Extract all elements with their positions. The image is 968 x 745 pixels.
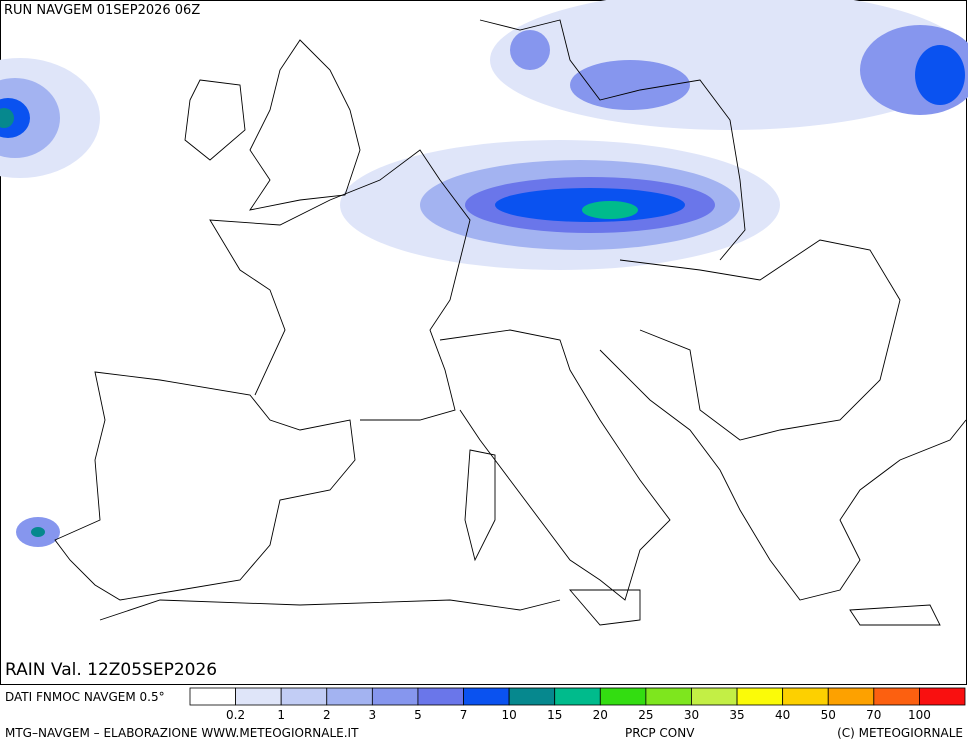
scale-box bbox=[189, 687, 236, 706]
scale-box bbox=[827, 687, 875, 706]
scale-box bbox=[463, 687, 510, 706]
scale-label: 70 bbox=[866, 708, 881, 722]
scale-box bbox=[554, 687, 601, 706]
color-scale: 0.2 1 2 3 5 7 10 15 20 25 30 35 40 50 70 100 bbox=[189, 687, 966, 722]
scale-box bbox=[508, 687, 556, 706]
scale-box bbox=[417, 687, 464, 706]
scale-box bbox=[873, 687, 920, 706]
scale-label: 1 bbox=[277, 708, 285, 722]
scale-label: 20 bbox=[593, 708, 608, 722]
run-label: RUN NAVGEM 01SEP2026 06Z bbox=[4, 3, 200, 18]
scale-box bbox=[691, 687, 738, 706]
scale-box bbox=[371, 687, 419, 706]
scale-label: 100 bbox=[908, 708, 931, 722]
scale-box bbox=[782, 687, 829, 706]
precipitation bbox=[0, 0, 968, 547]
scale-label: 40 bbox=[775, 708, 790, 722]
scale-label: 10 bbox=[501, 708, 516, 722]
scale-label: 25 bbox=[638, 708, 653, 722]
scale-box bbox=[235, 687, 282, 706]
field-label: RAIN Val. 12Z05SEP2026 bbox=[5, 660, 217, 680]
credit: MTG–NAVGEM – ELABORAZIONE WWW.METEOGIORN… bbox=[5, 726, 359, 740]
scale-box bbox=[599, 687, 647, 706]
scale-box bbox=[326, 687, 373, 706]
scale-label: 0.2 bbox=[226, 708, 245, 722]
scale-label: 15 bbox=[547, 708, 562, 722]
source-label: DATI FNMOC NAVGEM 0.5° bbox=[5, 690, 165, 704]
scale-box bbox=[645, 687, 692, 706]
scale-label: 7 bbox=[460, 708, 468, 722]
scale-label: 30 bbox=[684, 708, 699, 722]
scale-label: 3 bbox=[369, 708, 377, 722]
scale-box bbox=[280, 687, 328, 706]
scale-label: 35 bbox=[729, 708, 744, 722]
copyright: (C) METEOGIORNALE bbox=[837, 726, 963, 740]
scale-box bbox=[919, 687, 966, 706]
scale-label: 2 bbox=[323, 708, 331, 722]
scale-label: 5 bbox=[414, 708, 422, 722]
scale-label: 50 bbox=[821, 708, 836, 722]
coastlines bbox=[54, 19, 967, 626]
product-label: PRCP CONV bbox=[625, 726, 695, 740]
scale-box bbox=[736, 687, 784, 706]
